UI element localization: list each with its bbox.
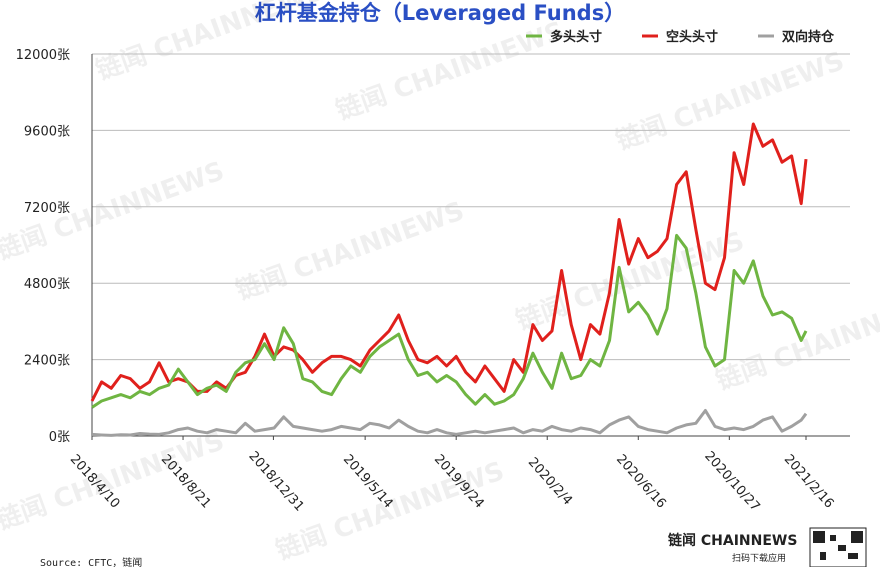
- source: Source: CFTC，链闻: [40, 556, 142, 567]
- legend-label: 多头头寸: [550, 29, 602, 45]
- y-tick-label: 7200张: [24, 201, 70, 216]
- series-line: [91, 233, 808, 409]
- y-tick-label: 2400张: [24, 354, 70, 369]
- brand-sub: 扫码下载应用: [732, 552, 786, 564]
- y-tick-label: 4800张: [24, 277, 70, 292]
- x-tick-label: 2021/2/16: [781, 452, 837, 512]
- x-tick-label: 2018/12/31: [245, 449, 306, 515]
- legend-label: 双向持仓: [782, 29, 835, 45]
- legend-label: 空头头寸: [666, 29, 718, 45]
- y-tick-label: 12000张: [16, 48, 70, 63]
- brand: 链闻 CHAINNEWS: [668, 532, 797, 549]
- watermark: 链闻 CHAINNEWS: [92, 0, 328, 87]
- chart-title: 杠杆基金持仓（Leveraged Funds）: [255, 1, 625, 25]
- y-tick-label: 0张: [49, 430, 70, 445]
- x-tick-label: 2020/10/27: [701, 449, 762, 515]
- x-tick-label: 2019/5/14: [340, 452, 396, 512]
- x-tick-label: 2020/2/4: [525, 455, 575, 508]
- watermark: 链闻 CHAINNEWS: [512, 225, 748, 336]
- watermark: 链闻 CHAINNEWS: [332, 15, 568, 126]
- x-tick-label: 2020/6/16: [613, 452, 669, 512]
- y-tick-label: 9600张: [24, 124, 70, 139]
- watermark: 链闻 CHAINNEWS: [712, 285, 880, 396]
- watermark: 链闻 CHAINNEWS: [272, 455, 508, 566]
- qr-code: [809, 527, 867, 567]
- watermark: 链闻 CHAINNEWS: [232, 195, 468, 306]
- series-line: [91, 409, 808, 437]
- watermark: 链闻 CHAINNEWS: [612, 45, 848, 156]
